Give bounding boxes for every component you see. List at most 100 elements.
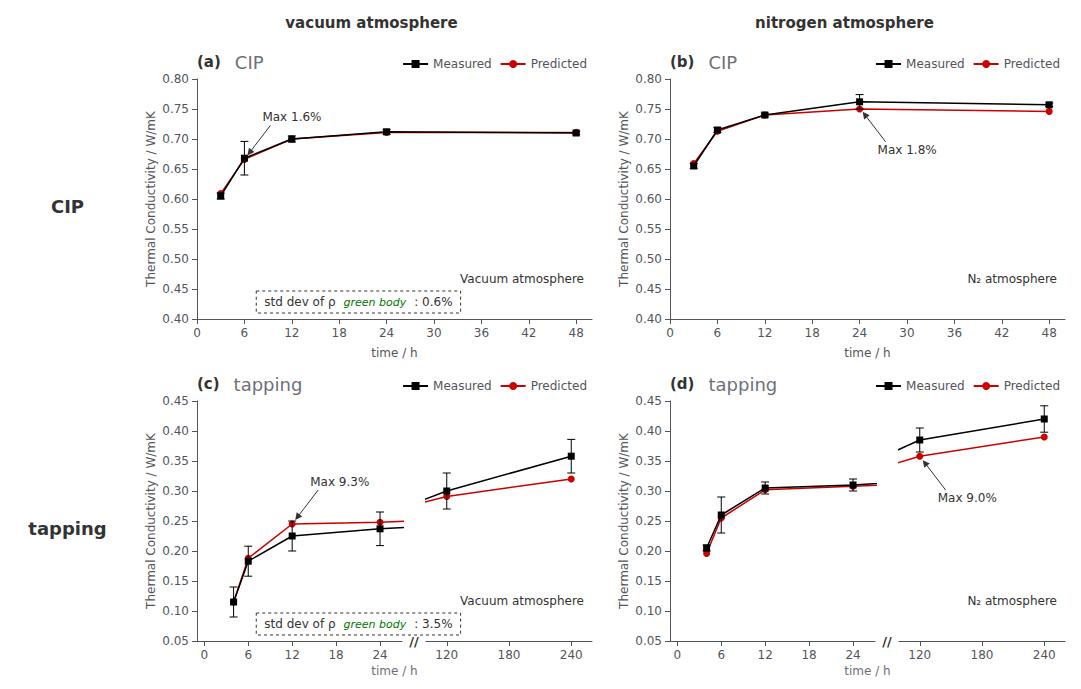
svg-text:0.20: 0.20 — [162, 544, 189, 558]
svg-text:(d): (d) — [670, 375, 694, 393]
svg-text:time / h: time / h — [844, 346, 890, 360]
svg-text:240: 240 — [1033, 648, 1056, 662]
svg-text:0: 0 — [201, 648, 209, 662]
svg-text:42: 42 — [994, 326, 1009, 340]
svg-text:0.60: 0.60 — [635, 192, 662, 206]
svg-text:0.55: 0.55 — [162, 222, 189, 236]
svg-text:Max 9.0%: Max 9.0% — [938, 491, 997, 505]
svg-text:180: 180 — [971, 648, 994, 662]
svg-text:0.20: 0.20 — [635, 544, 662, 558]
svg-text:0.60: 0.60 — [162, 192, 189, 206]
svg-text:18: 18 — [801, 648, 816, 662]
svg-text:12: 12 — [757, 326, 772, 340]
svg-text:0.30: 0.30 — [162, 484, 189, 498]
svg-text:0.35: 0.35 — [162, 454, 189, 468]
svg-text:std dev of ρ: std dev of ρ — [264, 295, 335, 309]
svg-text:0.40: 0.40 — [162, 312, 189, 326]
svg-text:0.35: 0.35 — [635, 454, 662, 468]
svg-text:Max 1.6%: Max 1.6% — [262, 110, 321, 124]
svg-text:30: 30 — [426, 326, 441, 340]
svg-text:6: 6 — [244, 648, 252, 662]
svg-text:std dev of ρ: std dev of ρ — [264, 617, 335, 631]
svg-text://: // — [409, 634, 419, 649]
svg-text:0: 0 — [666, 326, 674, 340]
svg-text:0.50: 0.50 — [635, 252, 662, 266]
svg-text:tapping: tapping — [708, 374, 777, 395]
svg-text:Vacuum atmosphere: Vacuum atmosphere — [460, 594, 584, 608]
svg-text:Vacuum atmosphere: Vacuum atmosphere — [460, 272, 584, 286]
svg-text:30: 30 — [899, 326, 914, 340]
svg-text:: 0.6%: : 0.6% — [414, 295, 452, 309]
svg-text:0.05: 0.05 — [635, 634, 662, 648]
svg-text:0.45: 0.45 — [635, 394, 662, 408]
svg-text:0.30: 0.30 — [635, 484, 662, 498]
svg-text:Predicted: Predicted — [531, 379, 587, 393]
svg-text:green body: green body — [344, 296, 407, 309]
svg-text:0.80: 0.80 — [162, 72, 189, 86]
svg-text:Thermal Conductivity / W/mK: Thermal Conductivity / W/mK — [617, 432, 631, 610]
svg-text:N₂ atmosphere: N₂ atmosphere — [967, 272, 1057, 286]
svg-text:vacuum atmosphere: vacuum atmosphere — [285, 14, 457, 32]
svg-text:24: 24 — [852, 326, 867, 340]
svg-text:0.05: 0.05 — [162, 634, 189, 648]
svg-text:: 3.5%: : 3.5% — [414, 617, 452, 631]
svg-text:0.75: 0.75 — [635, 102, 662, 116]
svg-text:Predicted: Predicted — [1004, 57, 1060, 71]
svg-text:48: 48 — [569, 326, 584, 340]
svg-text:12: 12 — [758, 648, 773, 662]
svg-text:0.25: 0.25 — [635, 514, 662, 528]
svg-text:0.75: 0.75 — [162, 102, 189, 116]
svg-text:Measured: Measured — [906, 57, 965, 71]
svg-text:0: 0 — [193, 326, 201, 340]
svg-text:N₂ atmosphere: N₂ atmosphere — [967, 594, 1057, 608]
svg-text:0.40: 0.40 — [635, 424, 662, 438]
svg-text:Measured: Measured — [906, 379, 965, 393]
svg-text:0.55: 0.55 — [635, 222, 662, 236]
svg-text:(b): (b) — [670, 53, 694, 71]
svg-text:time / h: time / h — [371, 346, 417, 360]
svg-text:Max 1.8%: Max 1.8% — [878, 143, 937, 157]
svg-text:6: 6 — [241, 326, 249, 340]
svg-text:Max 9.3%: Max 9.3% — [310, 475, 369, 489]
svg-text:18: 18 — [332, 326, 347, 340]
svg-text:Measured: Measured — [433, 57, 492, 71]
svg-text:24: 24 — [379, 326, 394, 340]
svg-text:tapping: tapping — [28, 518, 106, 539]
svg-text:48: 48 — [1042, 326, 1057, 340]
svg-text:0.50: 0.50 — [162, 252, 189, 266]
svg-text:tapping: tapping — [234, 374, 303, 395]
svg-text:24: 24 — [845, 648, 860, 662]
svg-text:CIP: CIP — [51, 196, 84, 217]
svg-text:(a): (a) — [197, 53, 221, 71]
svg-text:36: 36 — [947, 326, 962, 340]
svg-text:0.15: 0.15 — [635, 574, 662, 588]
svg-text:36: 36 — [474, 326, 489, 340]
svg-text://: // — [882, 634, 892, 649]
svg-text:12: 12 — [285, 648, 300, 662]
svg-text:6: 6 — [714, 326, 722, 340]
svg-text:0.40: 0.40 — [635, 312, 662, 326]
svg-text:0.65: 0.65 — [162, 162, 189, 176]
svg-text:Thermal Conductivity / W/mK: Thermal Conductivity / W/mK — [144, 432, 158, 610]
svg-text:120: 120 — [908, 648, 931, 662]
svg-text:0.70: 0.70 — [162, 132, 189, 146]
svg-text:12: 12 — [284, 326, 299, 340]
svg-text:Thermal Conductivity / W/mK: Thermal Conductivity / W/mK — [617, 110, 631, 288]
svg-text:0.70: 0.70 — [635, 132, 662, 146]
svg-text:0.80: 0.80 — [635, 72, 662, 86]
svg-text:Predicted: Predicted — [531, 57, 587, 71]
svg-text:Measured: Measured — [433, 379, 492, 393]
svg-text:0.10: 0.10 — [635, 604, 662, 618]
svg-text:18: 18 — [805, 326, 820, 340]
svg-text:CIP: CIP — [708, 52, 737, 73]
svg-text:24: 24 — [372, 648, 387, 662]
svg-text:18: 18 — [328, 648, 343, 662]
svg-text:CIP: CIP — [235, 52, 264, 73]
svg-text:0.45: 0.45 — [162, 394, 189, 408]
svg-text:0.65: 0.65 — [635, 162, 662, 176]
svg-text:6: 6 — [717, 648, 725, 662]
svg-text:0.15: 0.15 — [162, 574, 189, 588]
svg-text:(c): (c) — [197, 375, 220, 393]
svg-text:0.25: 0.25 — [162, 514, 189, 528]
svg-text:time / h: time / h — [371, 664, 417, 678]
